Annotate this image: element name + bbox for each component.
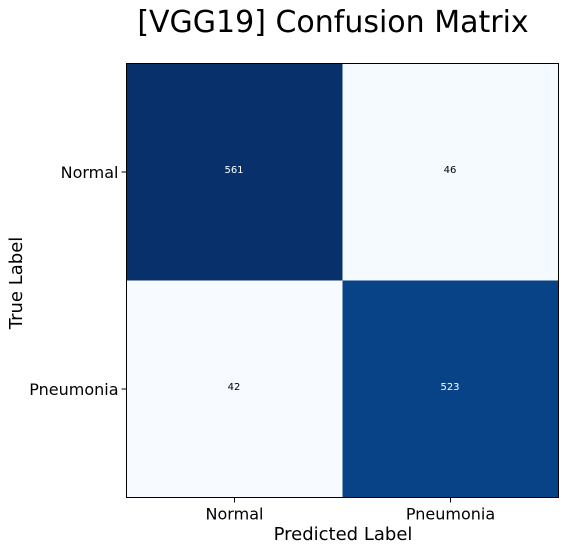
y-axis-label: True Label (6, 237, 27, 331)
y-tick-label: Pneumonia (29, 380, 118, 399)
heatmap-cell-value: 42 (228, 382, 241, 393)
heatmap-cell (342, 280, 559, 498)
x-tick-label: Normal (206, 505, 264, 524)
heatmap-cell-value: 46 (444, 165, 457, 176)
heatmap-cell (126, 63, 343, 281)
x-axis-label: Predicted Label (274, 524, 413, 545)
x-axis-ticks: Normal Pneumonia (206, 497, 495, 524)
heatmap-cell-labels: 561 46 42 523 (224, 165, 459, 393)
heatmap-cell-value: 561 (224, 165, 243, 176)
x-tick-label: Pneumonia (406, 505, 495, 524)
heatmap-cells (126, 63, 559, 498)
y-axis-ticks: Normal Pneumonia (29, 163, 127, 399)
plot-frame (126, 63, 559, 498)
heatmap-cell-value: 523 (440, 382, 459, 393)
chart-title: [VGG19] Confusion Matrix (137, 5, 528, 40)
y-tick-label: Normal (61, 163, 119, 182)
heatmap-cell (342, 63, 559, 281)
heatmap-cell (126, 280, 343, 498)
